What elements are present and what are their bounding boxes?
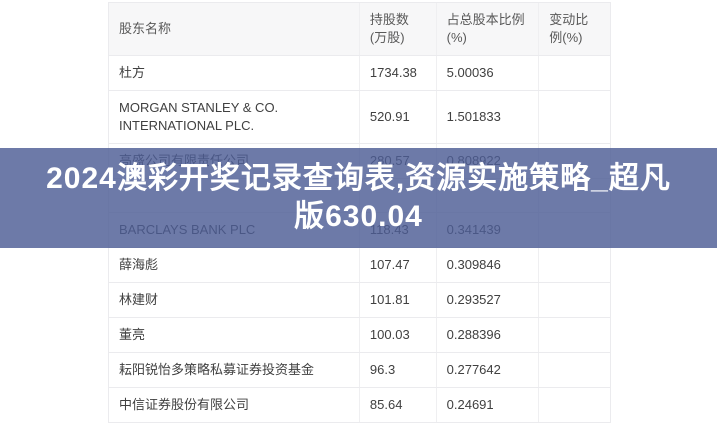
cell-name: 杜方 — [119, 65, 146, 80]
cell-ratio: 0.288396 — [435, 318, 539, 352]
cell-ratio: 0.293527 — [435, 283, 539, 317]
cell-shares: 1734.38 — [358, 56, 436, 90]
cell-change — [538, 388, 610, 422]
table-row: 林建财 101.81 0.293527 — [109, 283, 610, 318]
table-row: 耘阳锐怡多策略私募证券投资基金 96.3 0.277642 — [109, 353, 610, 388]
table-row: 中信证券股份有限公司 85.64 0.24691 — [109, 388, 610, 423]
header-cell-2: 占总股本比例(%) — [435, 3, 539, 55]
banner-title-line-2: 版630.04 — [294, 200, 423, 233]
ad-overlay-banner[interactable]: 2024澳彩开奖记录查询表,资源实施策略_超凡 版630.04 — [0, 148, 717, 248]
cell-ratio: 5.00036 — [435, 56, 539, 90]
cell-shares: 96.3 — [358, 353, 436, 387]
cell-name: 董亮 — [119, 327, 146, 342]
cell-ratio: 1.501833 — [435, 91, 539, 143]
header-cell-3: 变动比例(%) — [538, 3, 610, 55]
table-row: 薛海彪 107.47 0.309846 — [109, 248, 610, 283]
header-cell-0: 股东名称 — [119, 21, 172, 36]
cell-name: MORGAN STANLEY & CO. INTERNATIONAL PLC. — [119, 100, 279, 133]
cell-ratio: 0.309846 — [435, 248, 539, 282]
cell-change — [538, 248, 610, 282]
cell-change — [538, 56, 610, 90]
table-row: 杜方 1734.38 5.00036 — [109, 56, 610, 91]
cell-shares: 100.03 — [358, 318, 436, 352]
table-row: MORGAN STANLEY & CO. INTERNATIONAL PLC. 5… — [109, 91, 610, 144]
cell-name: 林建财 — [119, 292, 159, 307]
cell-change — [538, 283, 610, 317]
cell-change — [538, 318, 610, 352]
cell-name: 耘阳锐怡多策略私募证券投资基金 — [119, 362, 315, 377]
header-cell-1: 持股数(万股) — [358, 3, 436, 55]
cell-change — [538, 353, 610, 387]
banner-title-line-1: 2024澳彩开奖记录查询表,资源实施策略_超凡 — [46, 162, 671, 195]
cell-ratio: 0.24691 — [435, 388, 539, 422]
cell-shares: 85.64 — [358, 388, 436, 422]
cell-shares: 101.81 — [358, 283, 436, 317]
cell-shares: 107.47 — [358, 248, 436, 282]
table-row: 董亮 100.03 0.288396 — [109, 318, 610, 353]
cell-name: 中信证券股份有限公司 — [119, 397, 250, 412]
cell-shares: 520.91 — [358, 91, 436, 143]
table-header-row: 股东名称 持股数(万股) 占总股本比例(%) 变动比例(%) — [109, 3, 610, 56]
cell-ratio: 0.277642 — [435, 353, 539, 387]
cell-change — [538, 91, 610, 143]
cell-name: 薛海彪 — [119, 257, 159, 272]
